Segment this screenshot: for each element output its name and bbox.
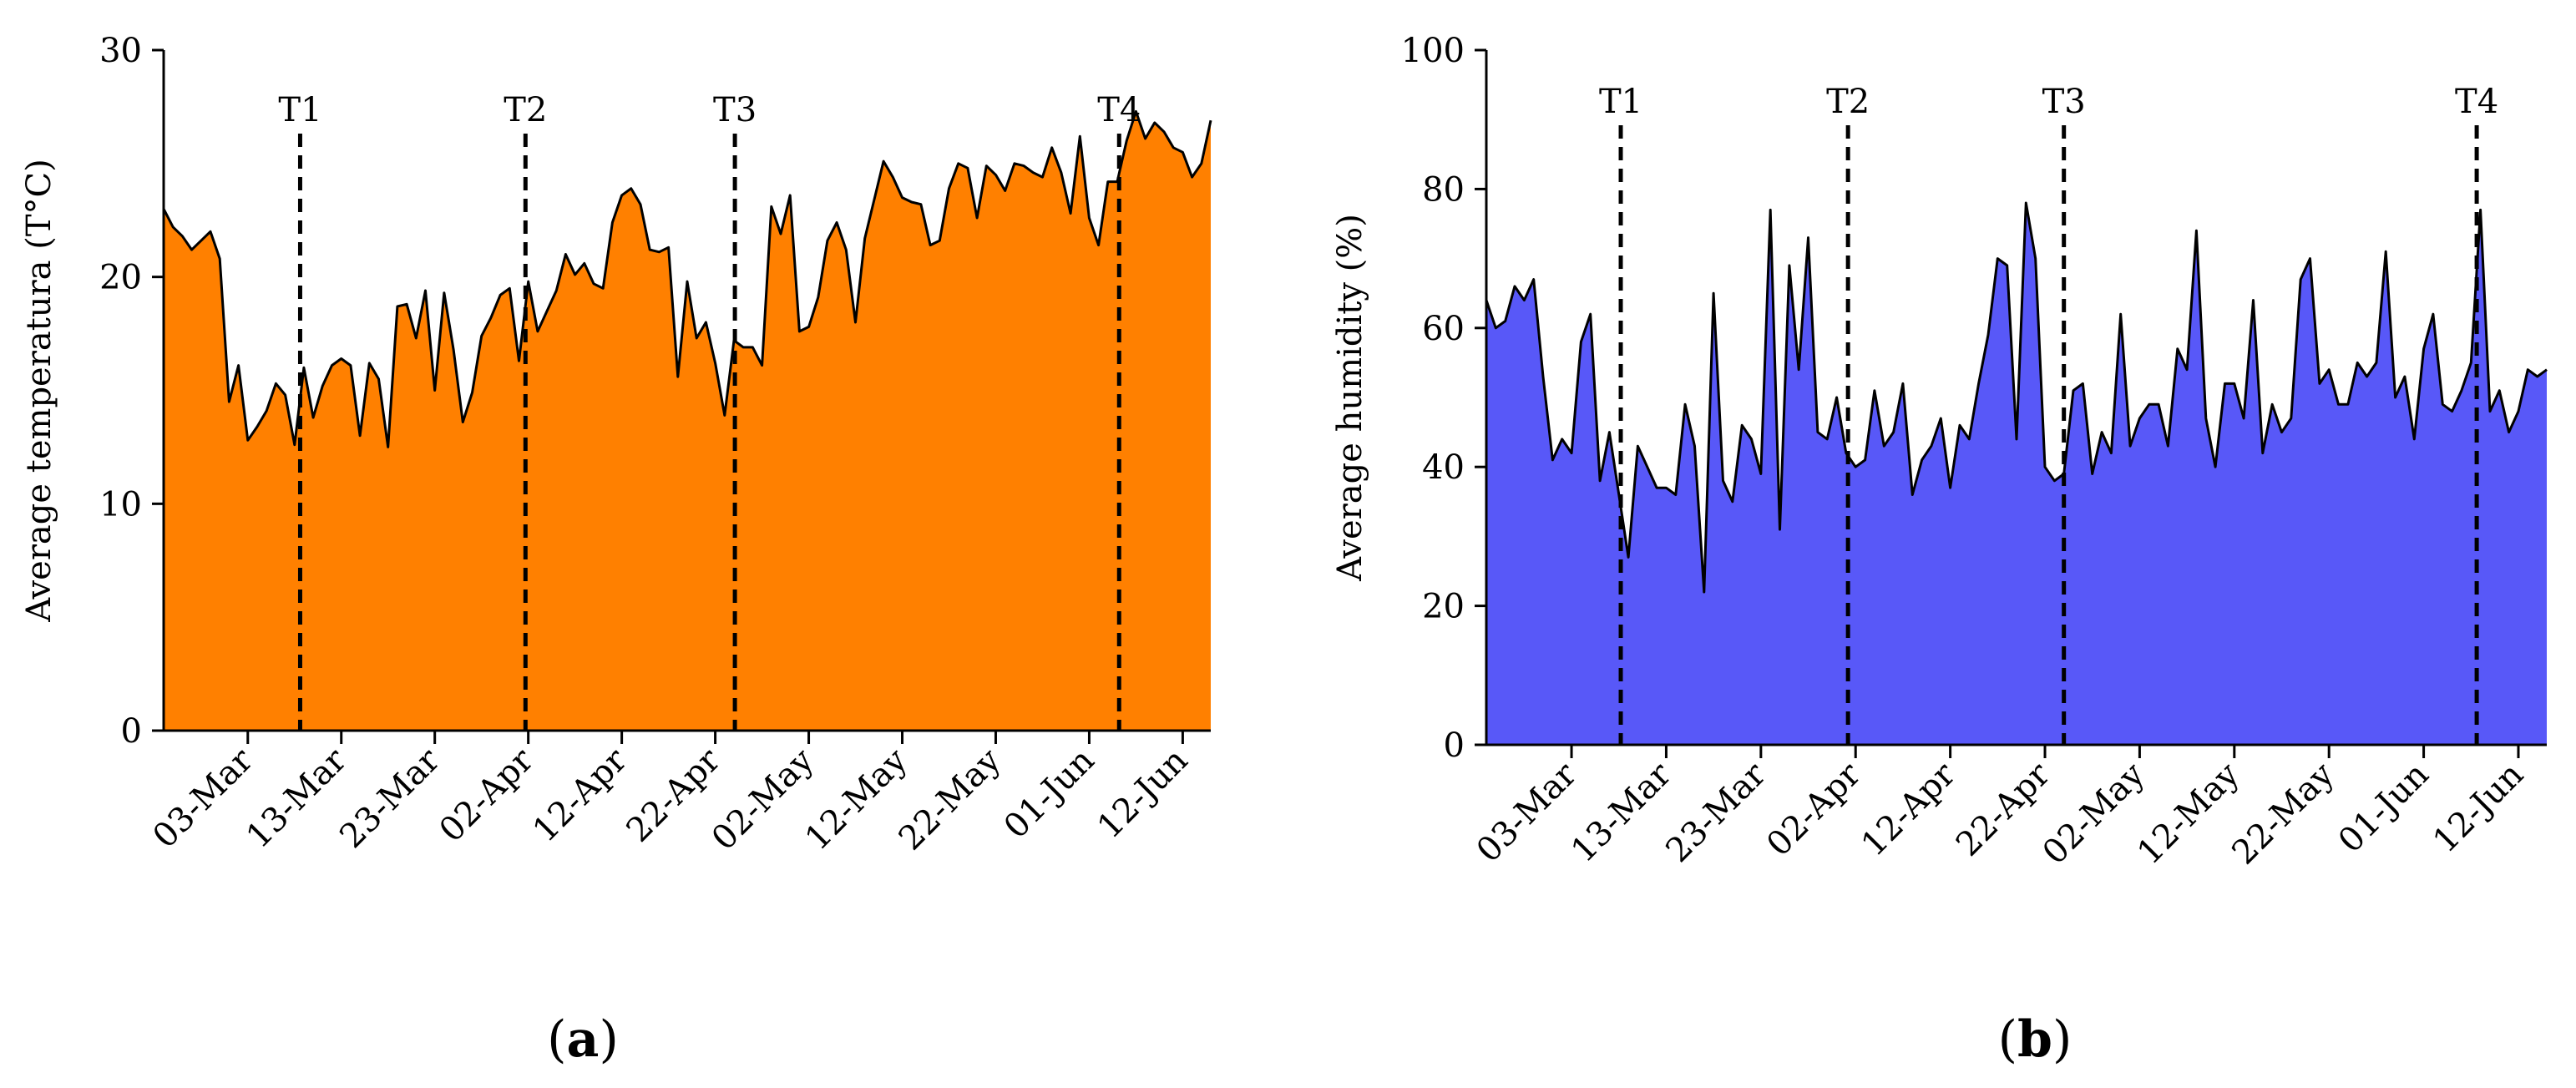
humidity-x-tick-label: 12-Apr [1855, 755, 1964, 864]
temperature-x-tick-label: 22-May [892, 741, 1009, 858]
humidity-x-tick-label: 12-May [2130, 755, 2247, 872]
temperature-x-tick-label: 03-Mar [145, 741, 261, 856]
panel-label-close-paren: ) [599, 1010, 618, 1069]
temperature-x-tick-label: 13-Mar [239, 741, 354, 856]
temperature-x-ticks: 03-Mar13-Mar23-Mar02-Apr12-Apr22-Apr02-M… [145, 731, 1195, 858]
temperature-marker-label-t3: T3 [713, 91, 757, 129]
temperature-x-tick-label: 12-Apr [526, 741, 635, 850]
temperature-x-tick-label: 01-Jun [997, 741, 1102, 847]
humidity-x-tick-label: 12-Jun [2426, 756, 2531, 861]
humidity-x-tick-label: 02-May [2036, 755, 2153, 872]
panel-b-humidity-chart: T1 T2 T3 T4 0 20 40 60 80 100 03-Mar13-Mar23-Mar… [1331, 32, 2548, 1069]
temperature-x-tick-label: 02-Apr [433, 741, 542, 850]
humidity-marker-label-t1: T1 [1599, 83, 1642, 121]
humidity-y-ticks: 0 20 40 60 80 100 [1401, 32, 1486, 765]
humidity-y-tick-label: 0 [1444, 726, 1465, 765]
humidity-y-tick-label: 60 [1422, 310, 1465, 348]
humidity-y-axis-label: Average humidity (%) [1331, 214, 1369, 582]
humidity-y-tick-label: 20 [1422, 588, 1465, 626]
temperature-marker-label-t1: T1 [278, 91, 321, 129]
humidity-x-tick-label: 22-May [2224, 755, 2341, 872]
humidity-y-tick-label: 100 [1401, 32, 1465, 70]
humidity-x-tick-label: 13-Mar [1564, 755, 1679, 870]
humidity-marker-label-t3: T3 [2042, 83, 2086, 121]
temperature-x-tick-label: 12-May [798, 741, 915, 858]
panel-label-letter: b [2017, 1010, 2052, 1069]
panel-label-open-paren: ( [547, 1010, 566, 1069]
humidity-x-tick-label: 01-Jun [2331, 756, 2437, 861]
panel-b-label: (b) [1998, 1010, 2072, 1069]
temperature-x-tick-label: 02-May [705, 741, 822, 858]
temperature-y-ticks: 0 10 20 30 [99, 32, 164, 751]
temperature-x-tick-label: 12-Jun [1091, 741, 1196, 847]
temperature-area-fill [164, 111, 1211, 731]
humidity-marker-label-t2: T2 [1826, 83, 1870, 121]
humidity-x-tick-label: 23-Mar [1658, 755, 1774, 870]
temperature-marker-group: T1 T2 T3 T4 [278, 91, 1141, 731]
panel-label-close-paren: ) [2052, 1010, 2072, 1069]
temperature-line [162, 109, 1212, 448]
humidity-x-tick-label: 02-Apr [1759, 755, 1869, 864]
temperature-y-tick-label: 0 [121, 712, 142, 751]
temperature-marker-label-t2: T2 [504, 91, 547, 129]
humidity-marker-group: T1 T2 T3 T4 [1599, 83, 2498, 745]
humidity-x-tick-label: 03-Mar [1470, 755, 1585, 870]
humidity-area-fill [1486, 203, 2547, 745]
temperature-marker-label-t4: T4 [1097, 91, 1141, 129]
temperature-y-tick-label: 20 [99, 259, 142, 297]
panel-a-temperature-chart: T1 T2 T3 T4 0 10 20 30 03-Mar13-Mar23-Mar02-Ap… [20, 32, 1212, 1069]
temperature-y-axis-label: Average temperatura (T°C) [20, 159, 58, 622]
humidity-marker-label-t4: T4 [2455, 83, 2498, 121]
humidity-line [1485, 201, 2548, 594]
humidity-y-tick-label: 80 [1422, 170, 1465, 209]
temperature-x-tick-label: 23-Mar [332, 741, 448, 856]
panel-a-label: (a) [547, 1010, 619, 1069]
humidity-x-ticks: 03-Mar13-Mar23-Mar02-Apr12-Apr22-Apr02-M… [1470, 745, 2531, 872]
panel-label-letter: a [567, 1010, 600, 1069]
temperature-y-tick-label: 10 [99, 485, 142, 524]
temperature-y-tick-label: 30 [99, 32, 142, 70]
panel-label-open-paren: ( [1998, 1010, 2017, 1069]
humidity-y-tick-label: 40 [1422, 448, 1465, 487]
